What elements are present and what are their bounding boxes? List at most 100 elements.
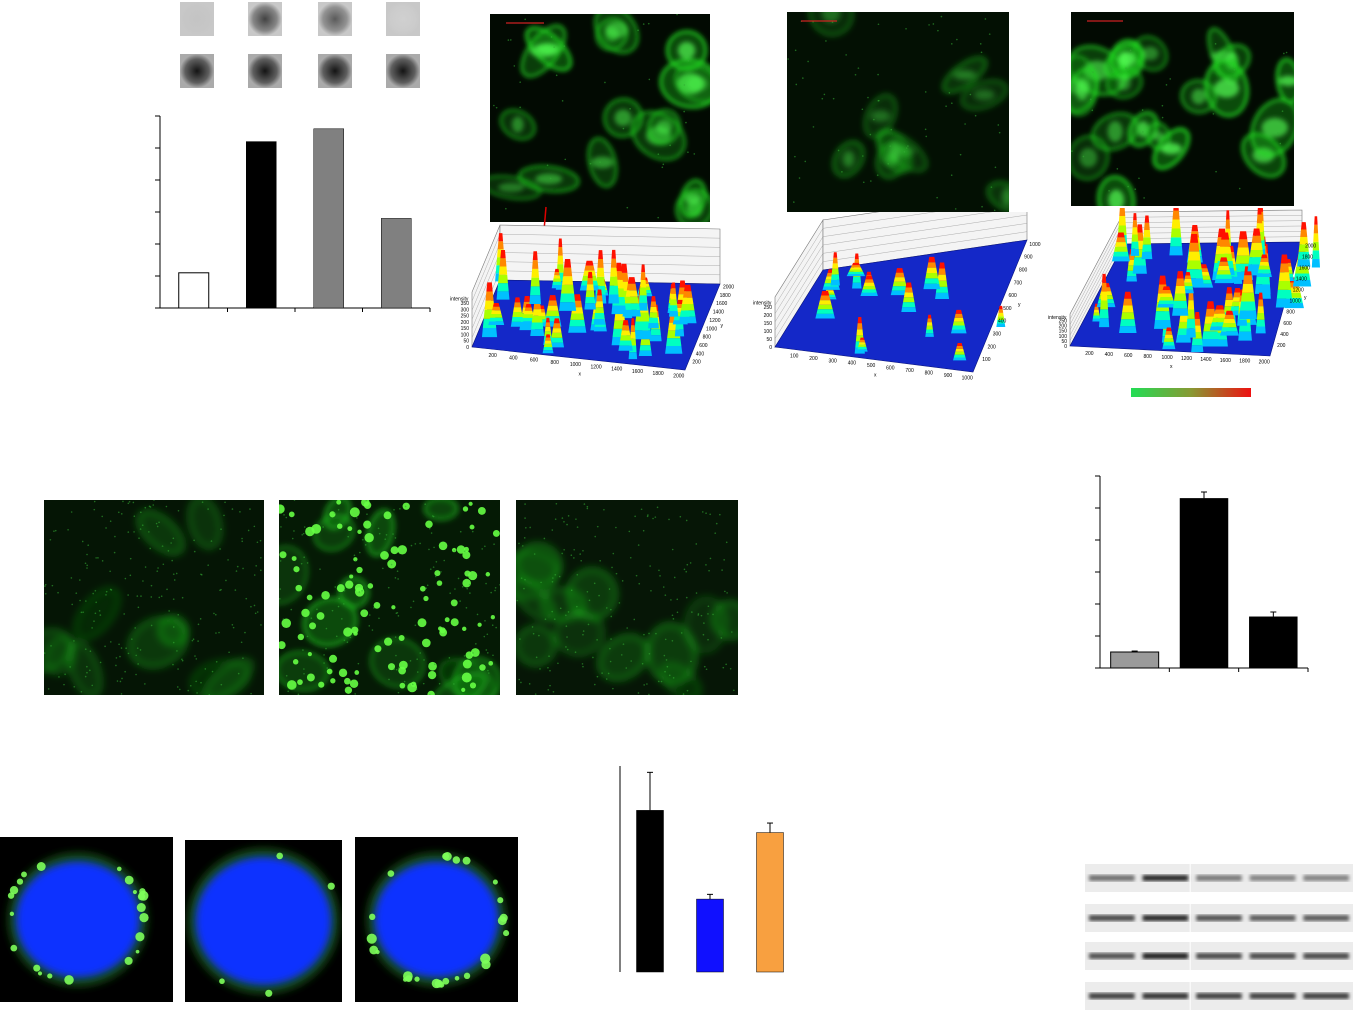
surface-peak xyxy=(651,296,656,302)
surface-peak xyxy=(545,334,551,338)
surface-peak xyxy=(1133,213,1137,221)
surface-peak xyxy=(1252,228,1261,236)
surface-peak xyxy=(542,350,554,354)
surface-peak xyxy=(649,306,658,313)
vesicle xyxy=(463,972,471,980)
surface-peak xyxy=(866,271,872,276)
surface-peak xyxy=(1313,233,1319,242)
surface-peak xyxy=(522,314,535,318)
y-tick-label: 400 xyxy=(696,351,705,357)
surface-peak xyxy=(609,276,618,286)
surface-peak xyxy=(1141,251,1153,260)
fluorescence-image-5 xyxy=(279,500,500,695)
surface-peak xyxy=(1128,254,1135,260)
vesicle xyxy=(132,889,137,895)
surface-peak xyxy=(1314,216,1318,225)
x-tick-label: 1400 xyxy=(611,367,622,373)
surface-peak xyxy=(626,283,637,291)
surface-peak xyxy=(569,319,586,327)
surface-peak xyxy=(1101,273,1107,283)
surface-peak xyxy=(852,262,860,266)
surface-peak xyxy=(925,329,934,334)
surface-peak xyxy=(894,272,905,278)
surface-peak xyxy=(1256,319,1266,327)
surface-peak xyxy=(1119,206,1126,216)
surface-peak xyxy=(1312,250,1320,259)
vesicle xyxy=(21,871,27,878)
surface-peak xyxy=(1186,328,1196,338)
y-tick-label: 1200 xyxy=(1293,288,1304,294)
surface-peak xyxy=(649,312,658,318)
y-tick-label: 1400 xyxy=(713,310,724,316)
surface-peak xyxy=(594,313,605,319)
surface-peak xyxy=(939,262,945,269)
bar xyxy=(1110,651,1160,669)
surface-peak xyxy=(1175,278,1185,286)
surface-peak xyxy=(596,267,605,277)
surface-peak xyxy=(630,331,636,339)
surface-peak xyxy=(1187,300,1195,310)
fluorescence-image-2 xyxy=(787,12,1009,212)
surface-peak xyxy=(953,357,967,361)
surface-peak xyxy=(622,320,629,326)
surface-peak xyxy=(634,321,651,331)
y-tick-label: 200 xyxy=(1277,343,1286,349)
surface-peak xyxy=(625,290,638,297)
surface-peak xyxy=(619,340,632,346)
y-tick-label: 1000 xyxy=(706,326,717,332)
surface-peak xyxy=(498,274,508,284)
x-tick-label: 1200 xyxy=(1181,356,1192,362)
surface-peak xyxy=(1171,219,1181,229)
surface-peak xyxy=(1186,260,1202,270)
y-tick-label: 2000 xyxy=(1305,243,1316,249)
y-tick-label: 800 xyxy=(1019,267,1028,273)
surface-peak xyxy=(1187,309,1195,319)
surface-peak xyxy=(1254,284,1271,294)
surface-peak xyxy=(1121,312,1135,320)
surface-peak xyxy=(618,345,633,351)
surface-peak xyxy=(831,274,840,280)
surface-peak xyxy=(484,300,495,310)
surface-peak xyxy=(904,287,913,293)
surface-peak xyxy=(997,316,1005,320)
surface-peak xyxy=(1300,229,1308,237)
surface-peak xyxy=(1233,292,1242,298)
surface-peak xyxy=(1249,249,1264,258)
vesicle xyxy=(135,932,145,942)
y-tick-label: 1600 xyxy=(716,301,727,307)
y-tick-label: 500 xyxy=(1003,306,1012,312)
bar xyxy=(696,898,724,973)
vesicle xyxy=(497,897,504,904)
surface-peak xyxy=(1092,315,1101,319)
surface-peak xyxy=(1190,234,1199,243)
surface-peak xyxy=(937,274,947,281)
surface-peak xyxy=(1100,291,1108,301)
cell-image-1 xyxy=(0,837,173,1002)
surface-peak xyxy=(1094,306,1099,310)
surface-peak xyxy=(1238,310,1257,320)
surface-peak xyxy=(671,288,677,294)
surface-peak xyxy=(523,310,534,315)
surface-peak xyxy=(500,250,506,259)
blot-band xyxy=(1142,953,1189,959)
y-axis-label: y xyxy=(721,323,724,329)
surface-peak xyxy=(545,310,560,317)
z-tick-label: 0 xyxy=(466,345,469,351)
x-tick-label: 800 xyxy=(551,360,560,366)
blot-band xyxy=(1249,915,1296,921)
y-tick-label: 800 xyxy=(1286,310,1295,316)
vesicle xyxy=(138,890,149,901)
surface-peak xyxy=(1163,338,1174,342)
surface-peak xyxy=(1221,327,1238,332)
surface-peak xyxy=(684,284,692,292)
vesicle xyxy=(503,930,510,937)
surface-peak xyxy=(640,339,651,346)
surface-peak xyxy=(1093,309,1100,313)
blot-band xyxy=(1303,915,1349,921)
surface-peak xyxy=(833,252,838,258)
surface-peak xyxy=(815,313,835,319)
x-tick-label: 1000 xyxy=(962,375,973,381)
surface-peak xyxy=(678,316,697,324)
z-tick-label: 300 xyxy=(461,307,470,313)
vesicle xyxy=(139,912,149,923)
